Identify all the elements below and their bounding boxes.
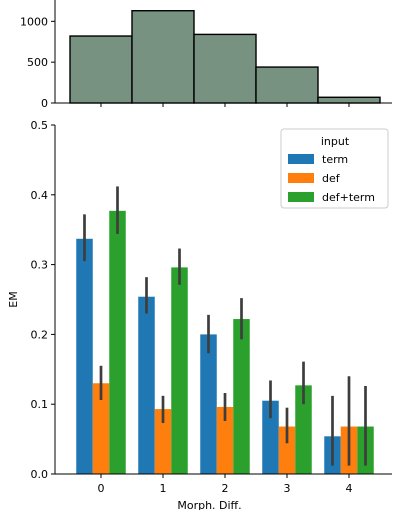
- bar-def-0: [92, 383, 110, 474]
- x-axis-label: Morph. Diff.: [177, 499, 241, 510]
- y-tick-label-1: 0.1: [31, 398, 49, 411]
- histogram-bar-3: [255, 66, 319, 104]
- histogram-bar-0: [69, 35, 133, 104]
- y-tick-label-0: 0.0: [31, 468, 49, 481]
- histogram-y-tick-label-0: 0: [41, 97, 48, 110]
- x-tick-label-0: 0: [98, 482, 105, 495]
- bar-def+term-3: [295, 385, 312, 474]
- x-tick-label-3: 3: [284, 482, 291, 495]
- em-bar-plot: 0.0 0.1 0.2 0.3 0.4 0.5 0 1 2 3 4 Morph. Diff. EM inp…: [7, 119, 392, 510]
- bar-def+term-0: [109, 210, 126, 474]
- bar-def+term-2: [233, 319, 250, 474]
- y-tick-label-4: 0.4: [31, 189, 49, 202]
- y-tick-label-3: 0.3: [31, 259, 49, 272]
- bar-term-3: [262, 400, 279, 474]
- histogram-bar-4: [317, 96, 381, 104]
- histogram-plot: 0 500 1000: [20, 0, 392, 110]
- legend-swatch-def: [288, 173, 314, 183]
- legend: input term def def+term: [280, 128, 389, 209]
- legend-label-def+term: def+term: [322, 191, 375, 204]
- x-tick-label-2: 2: [222, 482, 229, 495]
- bar-term-0: [76, 238, 93, 474]
- legend-title: input: [321, 135, 350, 148]
- x-tick-label-4: 4: [346, 482, 353, 495]
- bar-def-2: [216, 406, 234, 474]
- bar-term-1: [138, 296, 155, 474]
- legend-label-def: def: [322, 172, 341, 185]
- y-tick-label-5: 0.5: [31, 119, 49, 132]
- histogram-y-tick-label-2: 1000: [20, 15, 48, 28]
- x-tick-label-1: 1: [160, 482, 167, 495]
- bar-def-1: [154, 409, 172, 474]
- legend-box: [280, 128, 389, 209]
- histogram-y-tick-label-1: 500: [27, 56, 48, 69]
- bar-term-2: [200, 334, 217, 474]
- y-axis-label: EM: [7, 291, 20, 307]
- histogram-bar-1: [131, 10, 195, 104]
- bar-def+term-1: [171, 267, 188, 474]
- legend-swatch-term: [288, 154, 314, 164]
- histogram-bar-2: [193, 33, 257, 104]
- y-tick-label-2: 0.2: [31, 328, 49, 341]
- legend-swatch-def+term: [288, 192, 314, 202]
- legend-label-term: term: [322, 153, 348, 166]
- bar-def-3: [278, 426, 296, 474]
